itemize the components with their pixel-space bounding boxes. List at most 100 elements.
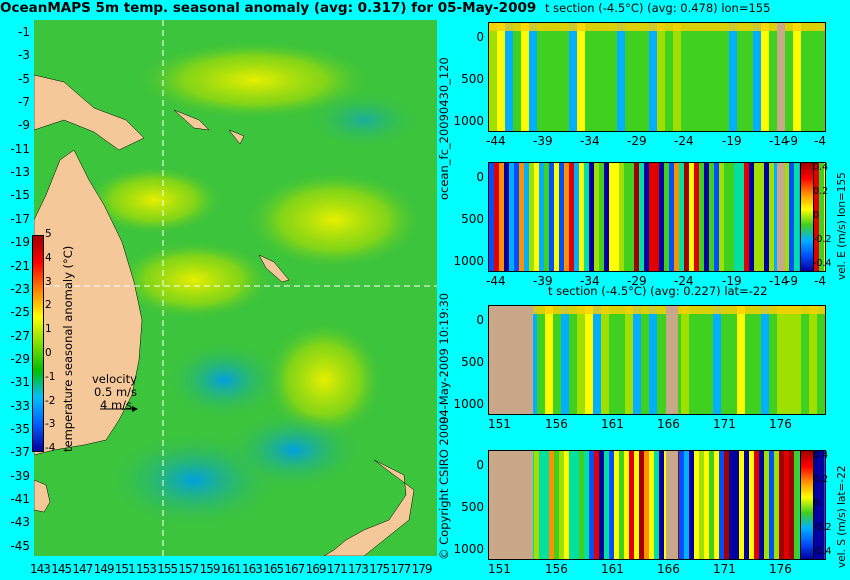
section-x-tick-label: -29 <box>627 274 647 288</box>
map-canvas <box>33 20 437 557</box>
page-title: OceanMAPS 5m temp. seasonal anomaly (avg… <box>0 0 537 16</box>
section-colorbar-tick: -0.4 <box>813 546 832 557</box>
section-x-tick-label: 166 <box>657 562 680 576</box>
velocity-legend-scale: 4 m/s <box>100 398 133 412</box>
lat-tick-label: -19 <box>10 235 30 250</box>
section-x-tick-label: -4 <box>814 134 826 148</box>
land-new-guinea <box>33 74 145 151</box>
colorbar-tick-label: -3 <box>45 418 56 431</box>
velocity-legend-value: 0.5 m/s <box>94 385 138 399</box>
panel-title: t section (-4.5°C) (avg: 0.478) lon=155 <box>545 1 771 15</box>
lon-tick-label: 147 <box>72 562 93 576</box>
lon-tick-label: 149 <box>93 562 115 576</box>
section-colorbar <box>800 162 814 272</box>
lon-tick-label: 165 <box>263 562 284 576</box>
section-plot-vel-s-section[interactable] <box>488 450 826 560</box>
section-x-tick-label: -14 <box>769 134 789 148</box>
land-mask <box>666 306 678 414</box>
section-colorbar-tick: 0.4 <box>813 162 829 173</box>
section-x-tick-label: 171 <box>713 562 736 576</box>
depth-tick-label: 0 <box>476 30 484 44</box>
section-x-tick-label: -44 <box>486 134 506 148</box>
depth-tick-label: 1000 <box>453 254 484 268</box>
land-mask <box>777 163 785 271</box>
lon-tick-label: 177 <box>390 562 411 576</box>
land-new-caledonia <box>258 254 290 283</box>
section-plot-vel-e-section[interactable] <box>488 162 826 272</box>
section-x-tick-label: -39 <box>533 274 553 288</box>
lat-tick-label: -35 <box>10 421 30 436</box>
depth-tick-label: 500 <box>461 500 484 514</box>
land-mask <box>666 451 678 559</box>
lat-tick-label: -3 <box>18 48 30 63</box>
section-plot-t-section-lat[interactable] <box>488 305 826 415</box>
section-x-tick-label: 151 <box>488 562 511 576</box>
lon-tick-label: 159 <box>199 562 221 576</box>
depth-tick-label: 1000 <box>453 397 484 411</box>
lat-tick-label: -41 <box>10 492 30 506</box>
section-x-tick-label: 156 <box>545 417 568 431</box>
depth-tick-label: 500 <box>461 72 484 86</box>
lat-tick-label: -29 <box>10 351 30 366</box>
depth-tick-label: 500 <box>461 355 484 369</box>
lat-tick-label: -25 <box>10 305 30 320</box>
section-field <box>489 163 825 271</box>
section-colorbar-tick: -0.4 <box>813 258 832 269</box>
section-x-tick-label: -29 <box>627 134 647 148</box>
lon-tick-label: 143 <box>30 562 51 576</box>
land-tasmania <box>33 479 51 513</box>
depth-tick-label: 1000 <box>453 114 484 128</box>
section-x-tick-label: -9 <box>786 274 798 288</box>
land-solomons <box>173 109 245 145</box>
anomaly-map[interactable] <box>33 20 437 557</box>
lat-tick-label: -33 <box>10 398 30 413</box>
lon-tick-label: 171 <box>326 562 348 576</box>
lat-tick-label: -31 <box>10 375 30 390</box>
depth-tick-label: 0 <box>476 170 484 184</box>
colorbar-tick-label: 4 <box>45 251 52 264</box>
section-colorbar-tick: 0 <box>813 210 820 221</box>
section-x-tick-label: 166 <box>657 417 680 431</box>
lon-tick-label: 155 <box>157 562 178 576</box>
section-colorbar <box>800 450 814 560</box>
section-x-tick-label: -39 <box>533 134 553 148</box>
section-x-tick-label: 176 <box>769 417 792 431</box>
lat-tick-label: -17 <box>10 211 30 226</box>
section-plot-t-section-lon[interactable] <box>488 22 826 132</box>
section-x-tick-label: -34 <box>580 134 600 148</box>
section-x-tick-label: -44 <box>486 274 506 288</box>
lat-tick-label: -15 <box>10 188 30 203</box>
land-new-zealand <box>323 459 415 557</box>
lat-tick-label: -11 <box>10 141 30 156</box>
section-x-tick-label: 161 <box>601 562 624 576</box>
section-colorbar-tick: -0.2 <box>813 234 832 245</box>
colorbar-tick-label: -2 <box>45 394 56 407</box>
lon-tick-label: 169 <box>305 562 327 576</box>
lat-tick-label: -13 <box>10 165 30 180</box>
section-field <box>489 451 825 559</box>
lon-tick-label: 167 <box>284 562 305 576</box>
section-right-label: vel. E (m/s) lon=155 <box>836 172 848 280</box>
section-x-tick-label: -24 <box>674 134 694 148</box>
section-x-tick-label: -9 <box>786 134 798 148</box>
section-x-tick-label: 161 <box>601 417 624 431</box>
section-colorbar-tick: 0.2 <box>813 474 829 485</box>
depth-tick-label: 1000 <box>453 542 484 556</box>
section-x-tick-label: -19 <box>722 134 742 148</box>
section-colorbar-tick: 0.2 <box>813 186 829 197</box>
lat-tick-label: -9 <box>18 118 30 133</box>
copyright-label: © Copyright CSIRO 2009 <box>437 416 451 560</box>
lat-tick-label: -5 <box>18 71 30 86</box>
lon-tick-label: 145 <box>51 562 72 576</box>
lon-tick-label: 153 <box>136 562 157 576</box>
section-x-tick-label: 171 <box>713 417 736 431</box>
lon-tick-label: 173 <box>348 562 369 576</box>
land-mask <box>489 451 533 559</box>
map-colorbar <box>32 235 44 452</box>
lat-tick-label: -7 <box>18 95 30 110</box>
section-colorbar-tick: 0.4 <box>813 450 829 461</box>
depth-tick-label: 0 <box>476 458 484 472</box>
colorbar-tick-label: 2 <box>45 299 52 312</box>
section-x-tick-label: 151 <box>488 417 511 431</box>
land-australia <box>33 149 143 456</box>
